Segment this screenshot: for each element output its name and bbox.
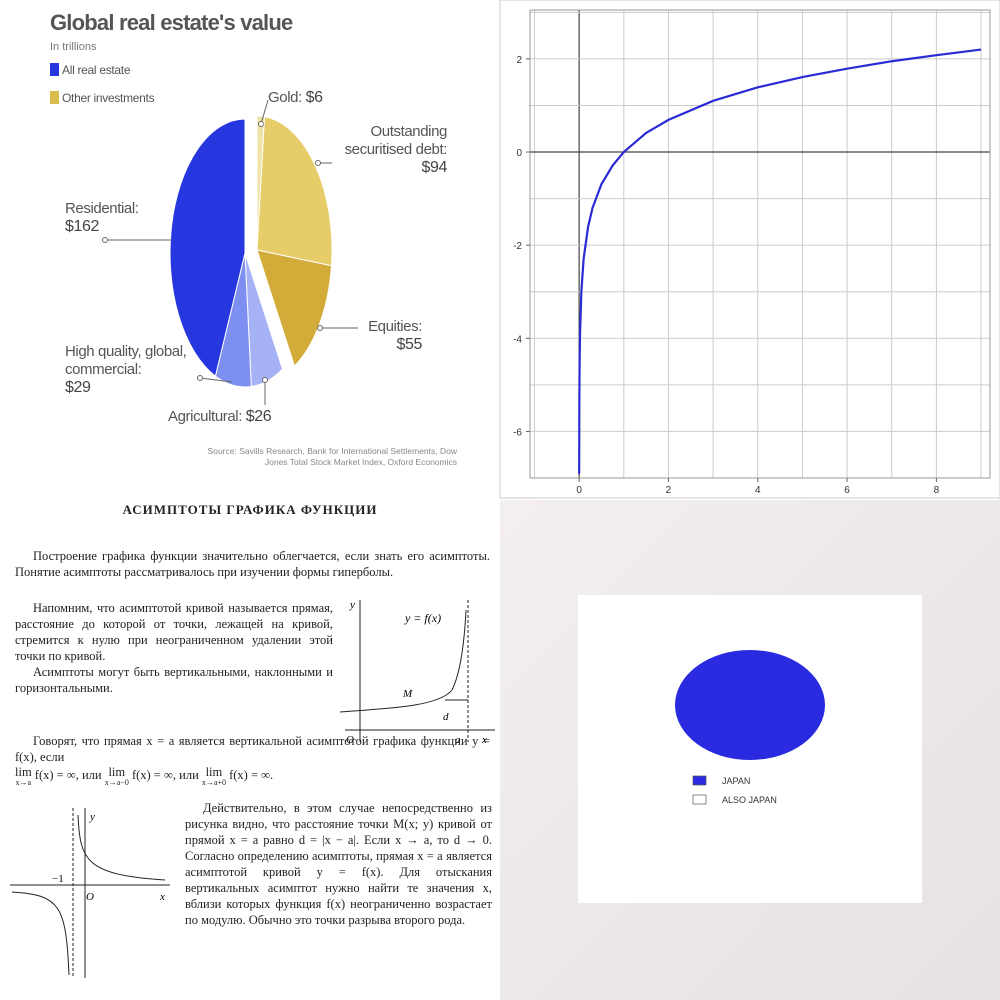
- leader-dot: [317, 325, 323, 331]
- slice-value: $29: [65, 379, 91, 396]
- figure-label: x: [159, 891, 165, 903]
- legend-swatch: [692, 775, 707, 786]
- slice-label: Residential: $162: [65, 200, 175, 236]
- slice-name: High quality, global, commercial:: [65, 343, 187, 378]
- paragraph: Напомним, что асимптотой кривой называет…: [15, 600, 333, 696]
- slice-value: $162: [65, 218, 99, 235]
- paragraph-text: Напомним, что асимптотой кривой называет…: [15, 601, 333, 663]
- limit-sub: x→a+0: [201, 778, 226, 787]
- limit-expr: f(x) = ∞, или: [131, 768, 199, 782]
- limit-expr: f(x) = ∞, или: [34, 768, 102, 782]
- y-tick-label: -6: [513, 427, 522, 438]
- leader-line: [199, 377, 233, 383]
- figure-label: d: [443, 711, 449, 723]
- limit: lim x→a+0: [201, 765, 226, 787]
- limit-op: lim: [15, 765, 32, 779]
- leader-dot: [258, 121, 264, 127]
- limit-sub: x→a: [15, 778, 32, 787]
- slice-name: Outstanding securitised debt:: [344, 123, 448, 158]
- pie-slice: [675, 650, 825, 760]
- x-tick-label: 0: [576, 485, 582, 496]
- limit-op: lim: [108, 765, 126, 779]
- slice-label: Agricultural: $26: [168, 408, 328, 426]
- figure-label: M: [402, 688, 413, 700]
- legend-label: ALSO JAPAN: [722, 795, 777, 805]
- chart-subtitle: In trillions: [50, 41, 97, 53]
- legend-label: All real estate: [62, 63, 131, 77]
- plot-frame: [529, 9, 991, 479]
- paragraph: Говорят, что прямая x = a является верти…: [15, 733, 490, 787]
- limit: lim x→a: [15, 765, 32, 787]
- legend-label: JAPAN: [722, 776, 750, 786]
- y-tick-label: 0: [516, 148, 522, 159]
- leader-dot: [102, 237, 108, 243]
- document-title: АСИМПТОТЫ ГРАФИКА ФУНКЦИИ: [122, 502, 378, 517]
- slice-label: Gold: $6: [268, 89, 388, 107]
- x-tick-label: 4: [755, 485, 761, 496]
- y-tick-label: 2: [516, 55, 522, 66]
- paragraph-text: Действительно, в этом случае непосредств…: [185, 801, 492, 927]
- limit-expr: f(x) = ∞.: [229, 768, 274, 782]
- line-series: [578, 48, 982, 474]
- y-tick-label: -4: [513, 334, 522, 345]
- panel-frame: [499, 0, 1000, 499]
- limit-sub: x→a−0: [104, 778, 129, 787]
- legend-label: Other investments: [62, 91, 155, 105]
- x-tick-label: 8: [934, 485, 940, 496]
- leader-line: [260, 99, 269, 125]
- slice-name: Equities:: [368, 318, 422, 335]
- x-tick-label: 6: [844, 485, 850, 496]
- slice-name: Residential:: [65, 200, 139, 217]
- leader-dot: [315, 160, 321, 166]
- figure-label: −1: [52, 873, 64, 885]
- limit-op: lim: [205, 765, 223, 779]
- leader-dot: [197, 375, 203, 381]
- figure-label: y: [349, 599, 355, 611]
- slice-name: Gold:: [268, 89, 302, 106]
- leader-dot: [262, 377, 268, 383]
- slice-label: High quality, global, commercial: $29: [65, 343, 205, 397]
- figure-label: a: [455, 734, 461, 746]
- figure-label: x: [481, 734, 487, 746]
- slice-value: $26: [245, 408, 272, 425]
- paragraph: Построение графика функции значительно о…: [15, 548, 490, 580]
- figure-label: y = f(x): [404, 611, 441, 625]
- legend-swatch: [692, 794, 707, 805]
- slice-name: Agricultural:: [168, 408, 242, 425]
- paragraph-text: Построение графика функции значительно о…: [15, 549, 490, 579]
- paragraph-text: Говорят, что прямая x = a является верти…: [15, 734, 490, 764]
- slice-value: $6: [305, 89, 323, 106]
- pie-slice: [256, 249, 333, 367]
- legend-swatch: [50, 91, 59, 104]
- x-tick-label: 2: [666, 485, 672, 496]
- slice-label: Equities: $55: [360, 318, 422, 354]
- figure-label: O: [346, 734, 354, 746]
- figure-2: [10, 808, 170, 978]
- paragraph-text: Асимптоты могут быть вертикальными, накл…: [15, 665, 333, 695]
- limits-line: lim x→a f(x) = ∞, или lim x→a−0 f(x) = ∞, …: [15, 765, 490, 787]
- paragraph: Действительно, в этом случае непосредств…: [185, 800, 492, 928]
- pie-slice: [256, 116, 333, 267]
- slice-label: Outstanding securitised debt: $94: [325, 123, 448, 177]
- limit: lim x→a−0: [104, 765, 129, 787]
- legend-swatch: [50, 63, 59, 76]
- slice-value: $55: [396, 336, 423, 353]
- slice-value: $94: [421, 159, 448, 176]
- figure-label: y: [89, 811, 95, 823]
- figure-1: [339, 600, 495, 742]
- chart-title: Global real estate's value: [50, 10, 293, 35]
- y-tick-label: -2: [513, 241, 522, 252]
- source-note: Source: Savills Research, Bank for Inter…: [207, 446, 457, 467]
- pie-slice: [169, 118, 246, 378]
- figure-label: O: [86, 891, 94, 903]
